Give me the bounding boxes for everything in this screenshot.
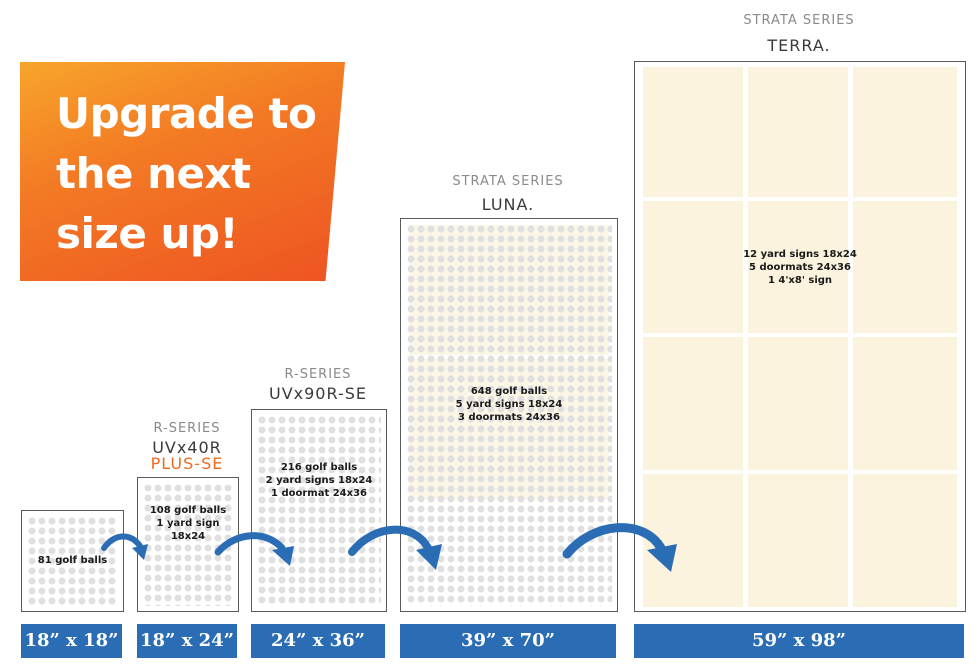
curved-arrow-icon — [562, 523, 677, 572]
series-label-terra: STRATA SERIES — [743, 13, 855, 28]
yard-sign-tile — [853, 337, 957, 470]
model-name-terra: TERRA. — [767, 36, 831, 55]
capacity-line: 216 golf balls — [280, 462, 358, 473]
yard-sign-tile — [748, 201, 848, 333]
capacity-line: 1 doormat 24x36 — [271, 488, 367, 499]
machine-39x70-capacity: 648 golf balls 5 yard signs 18x24 3 door… — [401, 385, 617, 424]
yard-sign-tile — [853, 201, 957, 333]
curved-arrow-icon — [348, 525, 442, 570]
capacity-line: 2 yard signs 18x24 — [265, 475, 373, 486]
golf-ball-grid — [27, 516, 118, 606]
capacity-line: 648 golf balls — [470, 386, 548, 397]
series-label-uvx90r: R-SERIES — [284, 367, 352, 382]
size-label-18x24: 18” x 24” — [137, 624, 237, 658]
machine-24x36-bed: 216 golf balls 2 yard signs 18x24 1 door… — [251, 409, 387, 612]
golf-ball-grid — [143, 483, 233, 606]
model-name-uvx40r: UVx40R — [152, 438, 222, 457]
curved-arrow-icon — [101, 533, 148, 560]
size-label-39x70: 39” x 70” — [400, 624, 616, 658]
machine-18x18-bed: 81 golf balls — [21, 510, 124, 612]
capacity-line: 5 yard signs 18x24 — [455, 399, 563, 410]
capacity-line: 1 4'x8' sign — [767, 275, 833, 286]
yard-sign-tile — [748, 337, 848, 470]
machine-59x98-bed: 12 yard signs 18x24 5 doormats 24x36 1 4… — [634, 61, 966, 612]
yard-sign-tile — [643, 67, 743, 197]
machine-18x18-capacity: 81 golf balls — [22, 554, 123, 567]
golf-ball-grid — [257, 415, 381, 606]
model-name-luna: LUNA. — [481, 195, 535, 214]
series-label-luna: STRATA SERIES — [452, 174, 564, 189]
yard-sign-tile — [748, 474, 848, 607]
size-label-59x98: 59” x 98” — [634, 624, 964, 658]
size-label-24x36: 24” x 36” — [251, 624, 385, 658]
machine-18x24-capacity: 108 golf balls 1 yard sign 18x24 — [138, 504, 238, 543]
capacity-line: 5 doormats 24x36 — [749, 262, 851, 273]
machine-24x36-capacity: 216 golf balls 2 yard signs 18x24 1 door… — [252, 461, 386, 500]
capacity-line: 81 golf balls — [37, 555, 108, 566]
size-label-18x18: 18” x 18” — [21, 624, 122, 658]
yard-sign-tile — [748, 67, 848, 197]
capacity-line: 12 yard signs 18x24 — [743, 249, 857, 260]
model-name-uvx90r: UVx90R-SE — [269, 384, 367, 403]
curved-arrow-icon — [214, 532, 294, 566]
capacity-line: 108 golf balls — [149, 505, 227, 516]
machine-59x98-capacity: 12 yard signs 18x24 5 doormats 24x36 1 4… — [635, 248, 965, 287]
capacity-line: 1 yard sign 18x24 — [156, 518, 220, 542]
banner-headline: Upgrade to the next size up! — [56, 89, 317, 258]
yard-sign-tile — [853, 67, 957, 197]
yard-sign-tile — [853, 474, 957, 607]
upgrade-banner — [20, 62, 345, 281]
yard-sign-tile — [643, 201, 743, 333]
model-suffix-uvx40r: PLUS-SE — [150, 454, 224, 473]
yard-sign-tile — [643, 337, 743, 470]
capacity-line: 3 doormats 24x36 — [458, 412, 560, 423]
series-label-uvx40r: R-SERIES — [153, 421, 221, 436]
